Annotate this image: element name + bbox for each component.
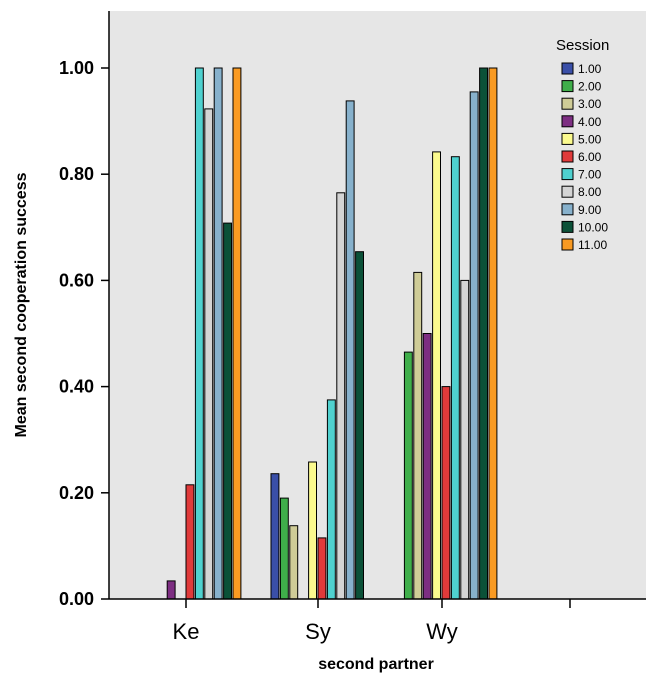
legend-swatch <box>561 62 574 75</box>
legend-label: 8.00 <box>578 185 602 199</box>
bar <box>441 386 451 600</box>
legend-swatch <box>561 150 574 163</box>
legend-label: 1.00 <box>578 62 602 76</box>
bar <box>488 67 498 600</box>
y-tick-label: 0.40 <box>59 377 94 397</box>
legend-swatch <box>561 168 574 181</box>
bar <box>450 156 460 600</box>
bar <box>479 67 489 600</box>
y-tick-label: 0.20 <box>59 483 94 503</box>
legend-label: 11.00 <box>578 238 607 252</box>
legend-swatch <box>561 203 574 216</box>
y-tick-label: 0.60 <box>59 270 94 290</box>
legend-label: 6.00 <box>578 150 602 164</box>
bar <box>413 271 423 600</box>
x-axis-title: second partner <box>318 656 434 673</box>
legend-label: 9.00 <box>578 203 602 217</box>
y-tick-label: 1.00 <box>59 58 94 78</box>
legend-swatch <box>561 238 574 251</box>
legend-swatch <box>561 115 574 128</box>
bar <box>232 67 242 600</box>
bar <box>308 461 318 600</box>
legend-label: 3.00 <box>578 97 602 111</box>
y-axis-title: Mean second cooperation success <box>13 172 30 437</box>
x-tick-label: Wy <box>426 619 458 644</box>
legend-label: 10.00 <box>578 220 608 234</box>
y-tick-label: 0.80 <box>59 164 94 184</box>
y-tick-label: 0.00 <box>59 589 94 609</box>
legend-label: 4.00 <box>578 115 602 129</box>
bar <box>336 192 346 600</box>
legend-swatch <box>561 132 574 145</box>
legend-swatch <box>561 220 574 233</box>
bar <box>166 580 176 600</box>
legend-title: Session <box>556 37 609 54</box>
legend-label: 2.00 <box>578 80 602 94</box>
bar <box>289 525 299 600</box>
bar <box>317 537 327 600</box>
legend-swatch <box>561 185 574 198</box>
legend: Session 1.00 2.00 3.00 4.00 5.00 6.00 7.00 8.00… <box>556 37 609 252</box>
bar <box>204 108 214 600</box>
legend-label: 5.00 <box>578 132 602 146</box>
bar <box>185 484 195 600</box>
bar <box>432 151 442 600</box>
bar <box>355 251 365 600</box>
bar <box>403 351 413 600</box>
bar <box>422 333 432 600</box>
y-ticks-group: 0.00 0.20 0.40 0.60 0.80 1.00 <box>59 58 109 609</box>
bar <box>460 279 470 600</box>
x-tick-label: Ke <box>173 619 200 644</box>
bar <box>279 497 289 600</box>
bar <box>213 67 223 600</box>
legend-swatch <box>561 97 574 110</box>
x-ticks-group: Ke Sy Wy <box>173 599 571 644</box>
legend-swatch <box>561 80 574 93</box>
bar <box>345 100 355 600</box>
x-tick-label: Sy <box>305 619 331 644</box>
bar <box>469 91 479 600</box>
legend-label: 7.00 <box>578 168 602 182</box>
bar <box>223 222 233 600</box>
bar <box>270 473 280 600</box>
bar <box>194 67 204 600</box>
bar <box>326 399 336 600</box>
